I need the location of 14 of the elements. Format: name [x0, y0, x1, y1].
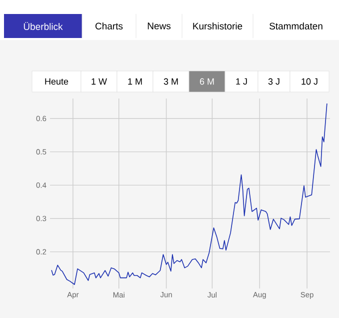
- text: Charts: [96, 22, 123, 30]
- text: 3 J: [268, 78, 280, 85]
- text: News: [148, 22, 171, 30]
- text: 10 J: [302, 78, 318, 85]
- text: Überblick: [24, 22, 63, 30]
- text: Stammdaten: [270, 22, 322, 30]
- text: 1 M: [128, 78, 142, 85]
- text: 6 M: [200, 78, 214, 85]
- text: 3 M: [164, 78, 178, 85]
- text: 1 W: [92, 78, 107, 85]
- text: 1 J: [236, 78, 247, 85]
- line-series: [51, 103, 328, 285]
- text: Kurshistorie: [193, 22, 242, 30]
- text: Heute: [45, 78, 68, 85]
